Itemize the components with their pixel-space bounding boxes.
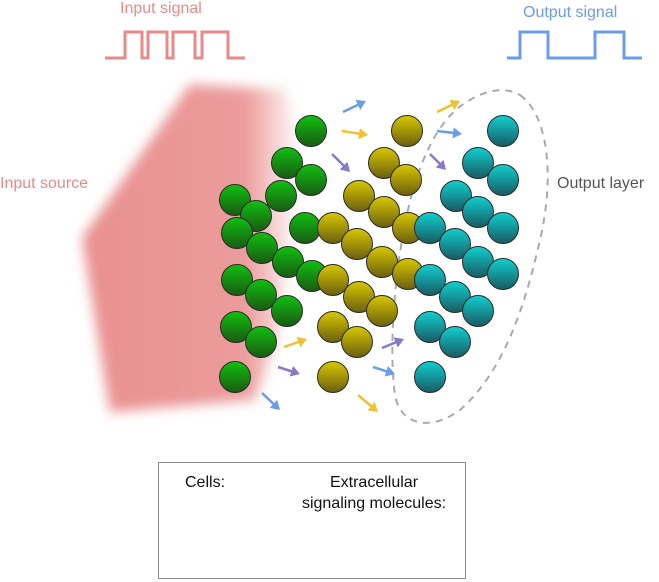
- cell-cyan: [414, 311, 446, 343]
- molecule-blue: [372, 365, 395, 377]
- cell-yellow: [366, 295, 398, 327]
- cell-yellow: [368, 147, 400, 179]
- cell-cyan: [487, 212, 519, 244]
- molecule-yellow: [341, 128, 368, 140]
- cell-cyan: [487, 164, 519, 196]
- cell-green: [271, 295, 303, 327]
- cell-yellow: [341, 326, 373, 358]
- cell-yellow: [391, 115, 423, 147]
- output-signal-waveform: [507, 30, 642, 60]
- cell-yellow: [317, 212, 349, 244]
- molecule-blue: [436, 127, 462, 139]
- input-source-label: Input source: [0, 175, 89, 192]
- output-layer-outline: [391, 89, 549, 424]
- cell-green: [295, 115, 327, 147]
- molecule-blue: [261, 392, 280, 410]
- cell-green: [271, 147, 303, 179]
- cell-green: [289, 212, 321, 244]
- cell-cyan: [439, 326, 471, 358]
- molecule-purple: [331, 153, 350, 172]
- cell-yellow: [341, 228, 373, 260]
- cell-cyan: [487, 115, 519, 147]
- molecule-yellow: [283, 336, 307, 349]
- input-signal-waveform: [105, 30, 245, 60]
- cell-yellow: [390, 164, 422, 196]
- cell-green: [246, 232, 278, 264]
- molecule-yellow: [357, 394, 378, 412]
- signaling-molecules: [261, 99, 462, 412]
- molecule-purple: [429, 153, 446, 170]
- cell-cyan: [462, 147, 494, 179]
- cell-green: [221, 264, 253, 296]
- cell-cyan: [414, 264, 446, 296]
- cell-cyan: [439, 228, 471, 260]
- molecule-purple: [277, 365, 300, 377]
- input-signal-label: Input signal: [120, 0, 202, 17]
- molecule-yellow: [436, 99, 460, 114]
- cell-green: [220, 311, 252, 343]
- legend-molecules-label-line2: signaling molecules:: [301, 495, 447, 512]
- legend-molecules-label-line1: Extracellular: [329, 474, 419, 491]
- molecule-purple: [381, 337, 404, 350]
- cell-array: [219, 115, 519, 393]
- cell-cyan: [414, 361, 446, 393]
- cell-green: [295, 164, 327, 196]
- cell-yellow: [368, 196, 400, 228]
- cell-yellow: [317, 361, 349, 393]
- cell-yellow: [317, 264, 349, 296]
- cell-green: [245, 279, 277, 311]
- cell-cyan: [414, 212, 446, 244]
- cell-cyan: [462, 295, 494, 327]
- cell-green: [221, 217, 253, 249]
- cell-cyan: [462, 196, 494, 228]
- cell-green: [219, 361, 251, 393]
- legend-cells-label: Cells:: [185, 474, 226, 491]
- cell-yellow: [343, 180, 375, 212]
- molecule-blue: [342, 99, 366, 114]
- cell-cyan: [487, 258, 519, 290]
- cell-green: [265, 180, 297, 212]
- cell-green: [245, 326, 277, 358]
- cell-yellow: [317, 311, 349, 343]
- cell-cyan: [440, 180, 472, 212]
- output-signal-label: Output signal: [523, 4, 618, 21]
- legend-box: Cells: Extracellular signaling molecules…: [158, 462, 466, 579]
- output-layer-label: Output layer: [557, 175, 645, 192]
- cell-green: [272, 246, 304, 278]
